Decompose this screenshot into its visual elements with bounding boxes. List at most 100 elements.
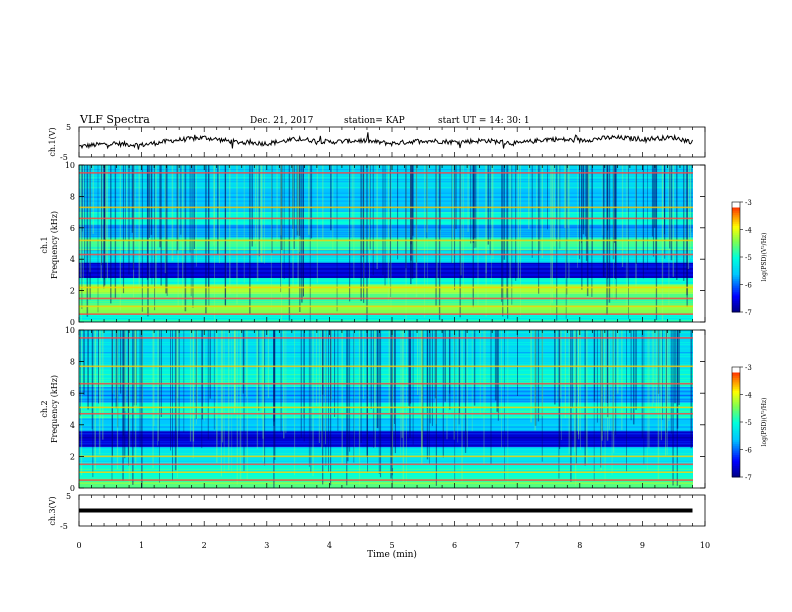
ch2-spectrogram-striation: [112, 330, 114, 394]
ch1-spectrogram-band-0: [79, 314, 693, 322]
ch2-spectrogram-colorbar-step: [732, 407, 740, 410]
ch2-spectrogram-striation: [612, 330, 614, 434]
ch2-spectrogram-striation: [221, 330, 224, 443]
ch2-spectrogram-texture-row: [79, 390, 693, 393]
ch2-spectrogram-striation: [80, 330, 83, 476]
ch2-spectrogram-striation: [330, 330, 332, 401]
ch1-spectrogram-texture-row: [79, 299, 693, 301]
ch1-ytick-bottom: -5: [60, 153, 68, 162]
ch1-spectrogram-texture-row: [79, 187, 693, 189]
ch2-spectrogram-colorbar-step: [732, 453, 740, 456]
ch2-spectrogram-striation: [388, 330, 391, 415]
ch2-frequency-ylabel: Frequency (kHz): [50, 375, 59, 443]
ch1-spectrogram-striation: [507, 165, 509, 319]
ch1-spectrogram-striation: [587, 165, 590, 247]
ch2-spectrogram-texture-row: [79, 344, 693, 346]
ch2-spectrogram-striation: [593, 330, 595, 481]
time-tick-label: 8: [577, 541, 582, 550]
ch2-spectrogram-striation: [559, 330, 561, 399]
ch1-spectrogram-striation: [686, 165, 688, 307]
ch1-spectrogram-line-5: [79, 239, 693, 242]
ch2-spectrogram-striation: [564, 330, 566, 419]
ch1-spectrogram-striation: [662, 165, 664, 256]
ch2-spectrogram-striation: [135, 330, 137, 462]
ch1-spectrogram-colorbar-step: [732, 268, 740, 271]
ch1-spectrogram-texture-row: [79, 232, 693, 234]
ch1-spectrogram-texture-row: [79, 295, 693, 297]
ch1-spectrogram-striation: [690, 165, 692, 258]
ch2-spectrogram-striation: [196, 330, 197, 425]
ch1-spectrogram-striation: [568, 165, 570, 312]
ch2-spectrogram-striation: [453, 330, 455, 440]
ch1-spectrogram-striation: [80, 165, 82, 321]
ch1-spectrogram-striation: [541, 165, 543, 258]
ch1-spectrogram-texture-row: [79, 245, 693, 247]
ch2-spectrogram-striation: [115, 330, 116, 398]
ch1-spectrogram-striation: [276, 165, 278, 242]
ch2-spectrogram-texture-row: [79, 420, 693, 422]
ch2-spectrogram-striation: [133, 330, 135, 406]
ch1-spectrogram-striation: [489, 165, 491, 255]
ch2-spectrogram-colorbar-step: [732, 403, 740, 406]
ch2-spectrogram-striation: [220, 330, 222, 477]
ch2-spectrogram-striation: [233, 330, 236, 415]
ch1-spectrogram-striation: [491, 165, 492, 284]
ch2-spectrogram-striation: [312, 330, 314, 477]
ch1-spectrogram-striation: [104, 165, 106, 286]
ch2-spectrogram-texture-row: [79, 416, 693, 418]
ch1-spectrogram-striation: [613, 165, 614, 300]
ch2-spectrogram-striation: [626, 330, 627, 472]
ch2-spectrogram-striation: [670, 330, 672, 434]
ch1-spectrogram-texture-row: [79, 247, 693, 249]
ch1-spectrogram-striation: [177, 165, 179, 306]
ch1-spectrogram-striation: [566, 165, 568, 295]
ch2-spectrogram-striation: [134, 330, 136, 412]
ch1-spectrogram-striation: [582, 165, 585, 235]
ch2-spectrogram-colorbar-step: [732, 374, 740, 377]
ch2-spectrogram-striation: [366, 330, 368, 458]
ch2-spectrogram-striation: [600, 330, 602, 468]
ch2-spectrogram-colorbar-step: [732, 447, 740, 450]
ch1-spectrogram-striation: [363, 165, 365, 303]
ch2-spectrogram-texture-row: [79, 443, 693, 445]
ch2-spectrogram-texture-row: [79, 377, 693, 380]
ch2-spectrogram-texture-row: [79, 458, 693, 461]
ch1-spectrogram-striation: [567, 165, 569, 229]
ch2-spectrogram-striation: [94, 330, 96, 470]
ch2-spectrogram-colorbar-step: [732, 411, 740, 414]
ch2-spectrogram-striation: [204, 330, 205, 422]
ch2-spectrogram-striation: [635, 330, 637, 410]
ch2-spectrogram-texture-row: [79, 332, 693, 334]
ch2-spectrogram-striation: [321, 330, 323, 449]
ch2-spectrogram-colorbar-step: [732, 467, 740, 471]
ch2-spectrogram-striation: [152, 330, 154, 469]
ch2-spectrogram-striation: [501, 330, 502, 448]
ch2-spectrogram-striation: [243, 330, 245, 471]
ch2-spectrogram-striation: [328, 330, 329, 472]
ch1-spectrogram-striation: [455, 165, 457, 230]
ch2-spectrogram-colorbar-step: [732, 418, 740, 421]
date-label: Dec. 21, 2017: [250, 116, 314, 126]
ch1-spectrogram-texture-row: [79, 183, 693, 185]
ch2-frequency-ticks: 0 2 4 6 8 10: [65, 326, 705, 493]
ch1-spectrogram-striation: [686, 165, 688, 296]
ch1-spectrogram-striation: [292, 165, 294, 292]
ch1-spectrogram-striation: [330, 165, 332, 231]
ch2-spectrogram-striation: [561, 330, 562, 441]
ch1-spectrogram-striation: [517, 165, 520, 280]
ch2-spectrogram-striation: [490, 330, 492, 465]
ch1-spectrogram-texture-row: [79, 181, 693, 183]
ch1-spectrogram-colorbar-step: [732, 227, 740, 230]
ch2-spectrogram-striation: [457, 330, 459, 443]
ch1-spectrogram-colorbar-step: [732, 231, 740, 234]
ch2-spectrogram-striation: [274, 330, 276, 460]
ch1-spectrogram-striation: [683, 165, 685, 281]
ch2-spectrogram-striation: [315, 330, 317, 406]
ch2-spectrogram-panel: 0 2 4 6 8 10 ch.2 Frequency (kHz): [40, 326, 706, 493]
ch1-spectrogram-striation: [97, 165, 99, 313]
ch2-spectrogram-striation: [303, 330, 305, 419]
ch2-spectrogram-striation: [201, 330, 203, 449]
ch1-spectrogram-striation: [176, 165, 178, 255]
ch1-spectrogram-striation: [439, 165, 441, 230]
ch2-spectrogram-colorbar-step: [732, 381, 740, 384]
